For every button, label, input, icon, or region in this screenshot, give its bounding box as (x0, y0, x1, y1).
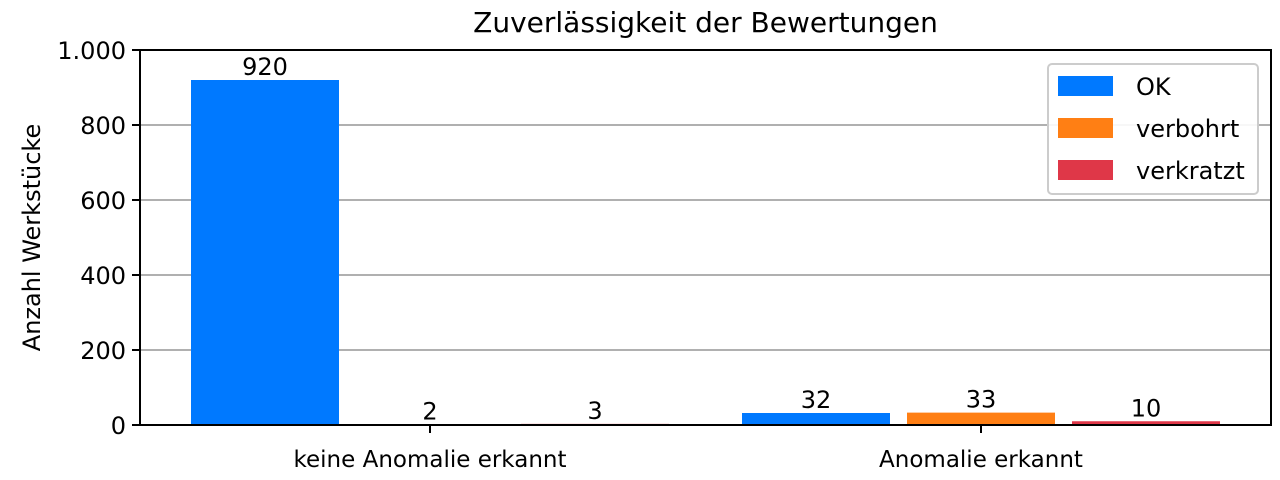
legend-entry-label: verbohrt (1136, 115, 1239, 143)
plot-frame (139, 49, 1272, 426)
legend-entry-label: OK (1136, 73, 1172, 101)
y-tick-label: 800 (80, 112, 126, 140)
legend-swatch (1058, 118, 1113, 138)
y-tick-label: 400 (80, 262, 126, 290)
legend-swatch (1058, 160, 1113, 180)
x-axis-ticks: keine Anomalie erkannt Anomalie erkannt (294, 425, 1083, 473)
y-axis-ticks: 0 200 400 600 800 1.000 (57, 37, 140, 440)
bars (191, 80, 1220, 425)
x-tick-label: keine Anomalie erkannt (294, 447, 567, 473)
y-tick-label: 600 (80, 187, 126, 215)
bar-data-label: 2 (422, 397, 437, 425)
y-tick-label: 0 (111, 412, 126, 440)
data-labels: 920 2 3 32 33 10 (242, 53, 1161, 425)
bar (907, 412, 1055, 425)
chart-title: Zuverlässigkeit der Bewertungen (473, 6, 938, 39)
bar-data-label: 3 (587, 397, 602, 425)
y-tick-label: 200 (80, 337, 126, 365)
legend: OK verbohrt verkratzt (1047, 63, 1259, 195)
y-tick-label: 1.000 (57, 37, 126, 65)
legend-swatch (1058, 76, 1113, 96)
bar-data-label: 33 (966, 386, 997, 414)
legend-entry-label: verkratzt (1136, 157, 1245, 185)
y-axis-label: Anzahl Werkstücke (18, 124, 46, 351)
bar (1072, 421, 1220, 425)
bar-data-label: 32 (801, 386, 832, 414)
bar (191, 80, 339, 425)
bar (742, 413, 890, 425)
bar-data-label: 920 (242, 53, 288, 81)
x-tick-label: Anomalie erkannt (879, 447, 1083, 473)
bar-data-label: 10 (1131, 394, 1162, 422)
